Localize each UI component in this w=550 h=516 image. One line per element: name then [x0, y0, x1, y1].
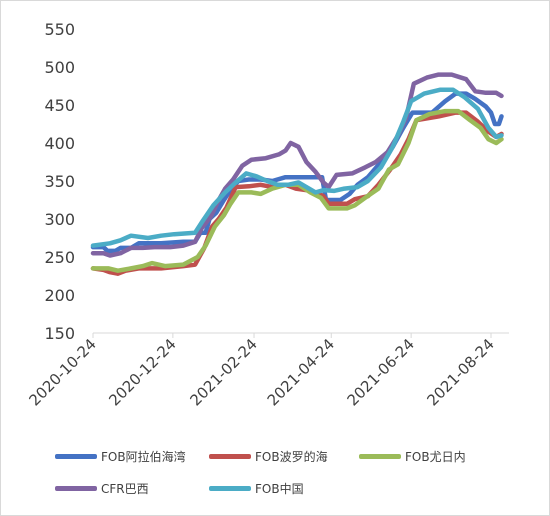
series-line-4 — [90, 87, 504, 248]
series-lines — [90, 72, 504, 276]
legend-item-fob-yuzhny: FOB尤日内 — [359, 447, 466, 465]
y-tick-label: 550 — [44, 20, 75, 39]
series-line-3 — [90, 72, 504, 258]
legend-swatch-cfr-brazil — [55, 485, 97, 491]
legend-item-fob-baltic: FOB波罗的海 — [209, 447, 328, 465]
series-line-2 — [90, 108, 504, 273]
series-line-1 — [90, 110, 504, 276]
legend-swatch-fob-arabian-gulf — [55, 453, 97, 459]
legend-swatch-fob-china — [209, 485, 251, 491]
x-tick-label: 2021-08-24 — [423, 335, 497, 409]
x-axis-ticks: 2020-10-24 2020-12-24 2021-02-24 2021-04-24… — [25, 333, 498, 409]
y-tick-label: 450 — [44, 96, 75, 115]
y-tick-label: 200 — [44, 286, 75, 305]
y-tick-label: 400 — [44, 134, 75, 153]
y-tick-label: 250 — [44, 248, 75, 267]
legend-item-fob-china: FOB中国 — [209, 479, 304, 497]
legend-item-cfr-brazil: CFR巴西 — [55, 479, 149, 497]
legend-label-fob-china: FOB中国 — [255, 481, 304, 496]
legend-label-fob-arabian-gulf: FOB阿拉伯海湾 — [101, 449, 186, 464]
y-tick-label: 500 — [44, 58, 75, 77]
y-tick-label: 300 — [44, 210, 75, 229]
x-tick-label: 2021-02-24 — [186, 335, 260, 409]
y-axis-ticks: 150 200 250 300 350 400 450 500 550 — [44, 20, 75, 343]
legend-item-fob-arabian-gulf: FOB阿拉伯海湾 — [55, 447, 186, 465]
x-tick-label: 2020-10-24 — [25, 335, 99, 409]
x-tick-label: 2021-04-24 — [264, 335, 338, 409]
x-tick-label: 2021-06-24 — [344, 335, 418, 409]
legend-label-cfr-brazil: CFR巴西 — [101, 481, 149, 496]
legend-swatch-fob-baltic — [209, 453, 251, 459]
legend-label-fob-baltic: FOB波罗的海 — [255, 449, 328, 464]
legend-swatch-fob-yuzhny — [359, 453, 401, 459]
x-tick-label: 2020-12-24 — [105, 335, 179, 409]
y-tick-label: 350 — [44, 172, 75, 191]
y-tick-label: 150 — [44, 324, 75, 343]
legend-label-fob-yuzhny: FOB尤日内 — [405, 449, 466, 464]
